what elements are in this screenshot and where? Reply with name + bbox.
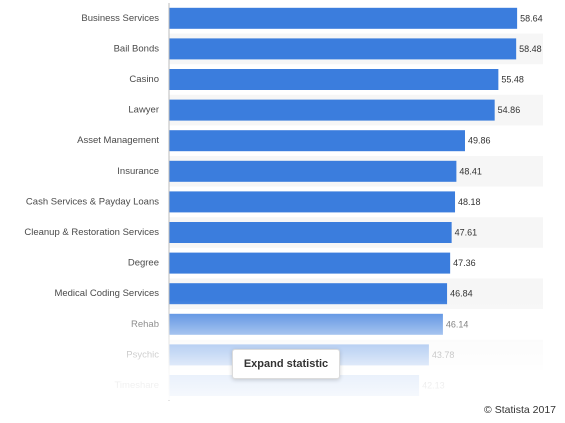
expand-statistic-button[interactable]: Expand statistic: [232, 349, 340, 379]
category-label: Bail Bonds: [114, 43, 160, 54]
value-label: 46.84: [450, 289, 473, 299]
value-label: 58.48: [519, 44, 542, 54]
value-label: 48.18: [458, 197, 481, 207]
bar[interactable]: [169, 313, 443, 335]
category-label: Asset Management: [77, 135, 159, 146]
value-label: 42.13: [422, 381, 445, 391]
value-label: 43.78: [432, 350, 455, 360]
bar[interactable]: [169, 130, 465, 152]
category-label: Cleanup & Restoration Services: [24, 227, 159, 238]
bar[interactable]: [169, 283, 448, 305]
bar[interactable]: [169, 252, 451, 274]
value-label: 54.86: [498, 105, 521, 115]
value-label: 49.86: [468, 136, 491, 146]
category-label: Rehab: [131, 319, 159, 330]
category-label: Cash Services & Payday Loans: [26, 196, 159, 207]
bar[interactable]: [169, 7, 518, 29]
value-label: 47.61: [455, 228, 478, 238]
value-label: 58.64: [520, 13, 543, 23]
value-label: 55.48: [501, 75, 524, 85]
category-label: Insurance: [117, 166, 159, 177]
bar[interactable]: [169, 99, 495, 121]
bar[interactable]: [169, 69, 499, 90]
value-label: 47.36: [453, 258, 476, 268]
category-label: Degree: [128, 258, 159, 269]
category-label: Business Services: [81, 13, 159, 24]
bar[interactable]: [169, 222, 452, 243]
category-labels: Business Services Bail Bonds Casino Lawyer A…: [24, 13, 159, 391]
value-label: 48.41: [459, 166, 482, 176]
category-label: Psychic: [126, 349, 159, 360]
bar[interactable]: [169, 160, 457, 182]
bar[interactable]: [169, 191, 456, 213]
category-label: Lawyer: [128, 105, 159, 116]
category-label: Medical Coding Services: [54, 288, 159, 299]
bar[interactable]: [169, 38, 517, 60]
statista-credit[interactable]: © Statista 2017: [484, 404, 556, 416]
category-label: Casino: [129, 74, 159, 85]
value-label: 46.14: [446, 319, 469, 329]
category-label: Timeshare: [114, 380, 159, 391]
